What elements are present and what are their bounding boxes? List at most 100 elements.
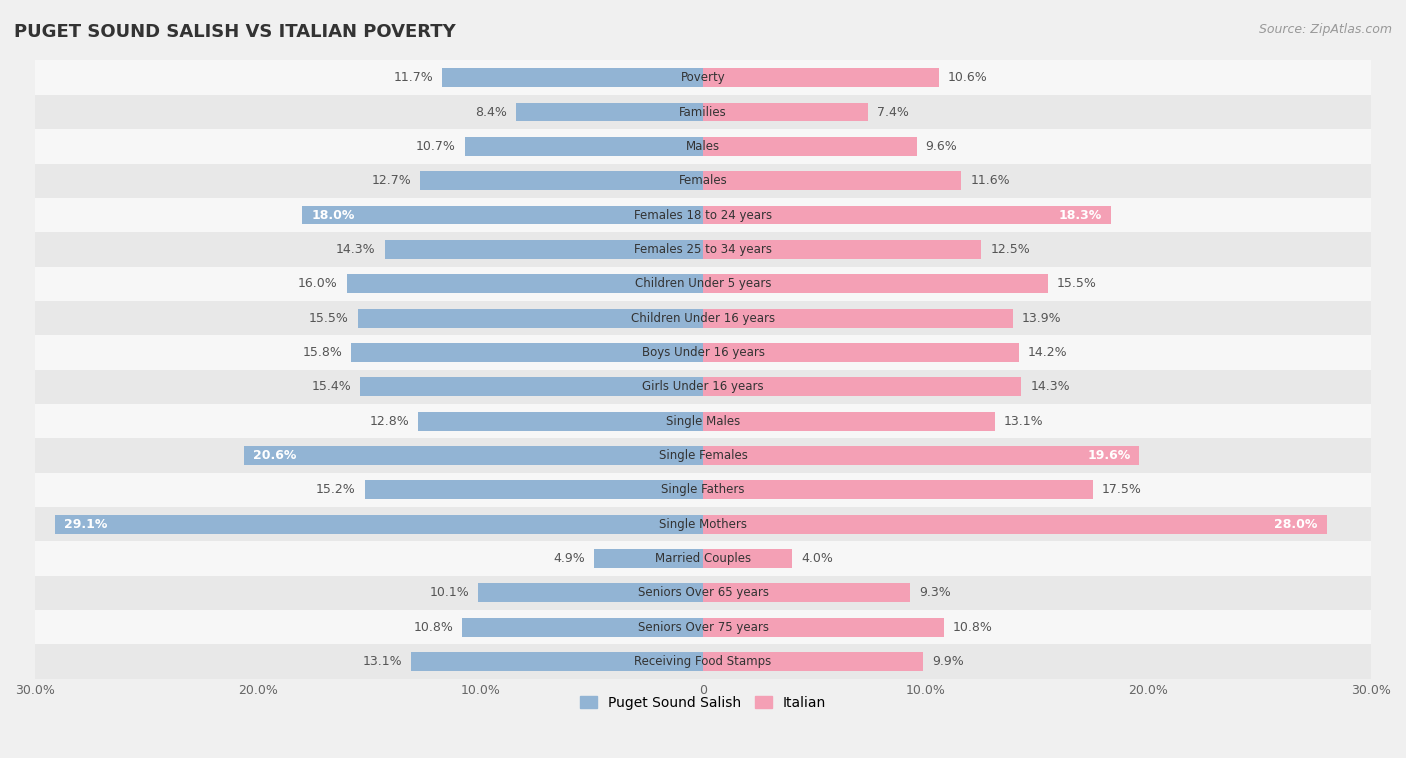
Bar [35,164,1371,198]
Text: PUGET SOUND SALISH VS ITALIAN POVERTY: PUGET SOUND SALISH VS ITALIAN POVERTY [14,23,456,41]
Text: 20.6%: 20.6% [253,449,297,462]
Text: Females 25 to 34 years: Females 25 to 34 years [634,243,772,256]
Bar [245,446,703,465]
Bar [35,404,1371,438]
Text: 15.5%: 15.5% [1057,277,1097,290]
Text: 9.6%: 9.6% [925,140,957,153]
Bar [703,618,943,637]
Bar [703,205,1111,224]
Text: 4.9%: 4.9% [553,552,585,565]
Bar [35,232,1371,267]
Bar [465,137,703,156]
Bar [516,102,703,121]
Bar [364,481,703,500]
Legend: Puget Sound Salish, Italian: Puget Sound Salish, Italian [575,690,831,715]
Bar [412,652,703,671]
Text: 7.4%: 7.4% [877,105,908,118]
Bar [35,541,1371,576]
Text: Children Under 5 years: Children Under 5 years [634,277,772,290]
Bar [418,412,703,431]
Bar [703,309,1012,327]
Bar [703,102,868,121]
Text: 4.0%: 4.0% [801,552,832,565]
Bar [478,584,703,603]
Text: 9.9%: 9.9% [932,655,965,668]
Bar [703,68,939,87]
Bar [703,584,910,603]
Text: 12.8%: 12.8% [370,415,409,428]
Text: 18.3%: 18.3% [1059,208,1102,221]
Text: Receiving Food Stamps: Receiving Food Stamps [634,655,772,668]
Bar [703,137,917,156]
Text: Families: Families [679,105,727,118]
Bar [703,515,1326,534]
Text: 18.0%: 18.0% [311,208,354,221]
Text: 16.0%: 16.0% [298,277,337,290]
Bar [35,198,1371,232]
Text: 12.5%: 12.5% [990,243,1031,256]
Bar [703,274,1047,293]
Text: 8.4%: 8.4% [475,105,508,118]
Text: 10.7%: 10.7% [416,140,456,153]
Text: Single Mothers: Single Mothers [659,518,747,531]
Bar [35,610,1371,644]
Bar [35,507,1371,541]
Bar [35,473,1371,507]
Bar [703,171,962,190]
Text: 28.0%: 28.0% [1274,518,1317,531]
Text: Children Under 16 years: Children Under 16 years [631,312,775,324]
Bar [359,309,703,327]
Text: 11.6%: 11.6% [970,174,1010,187]
Text: Females 18 to 24 years: Females 18 to 24 years [634,208,772,221]
Text: Boys Under 16 years: Boys Under 16 years [641,346,765,359]
Bar [443,68,703,87]
Text: Seniors Over 75 years: Seniors Over 75 years [637,621,769,634]
Text: Poverty: Poverty [681,71,725,84]
Text: Single Fathers: Single Fathers [661,484,745,496]
Text: Single Males: Single Males [666,415,740,428]
Text: 11.7%: 11.7% [394,71,433,84]
Text: 14.3%: 14.3% [336,243,375,256]
Bar [35,61,1371,95]
Text: 15.5%: 15.5% [309,312,349,324]
Text: 14.2%: 14.2% [1028,346,1067,359]
Text: 15.2%: 15.2% [316,484,356,496]
Bar [385,240,703,258]
Bar [35,576,1371,610]
Bar [703,549,792,568]
Text: Girls Under 16 years: Girls Under 16 years [643,381,763,393]
Text: 13.1%: 13.1% [363,655,402,668]
Text: 19.6%: 19.6% [1087,449,1130,462]
Text: 29.1%: 29.1% [63,518,107,531]
Bar [35,267,1371,301]
Bar [55,515,703,534]
Bar [35,438,1371,473]
Bar [35,301,1371,335]
Text: 14.3%: 14.3% [1031,381,1070,393]
Text: Single Females: Single Females [658,449,748,462]
Text: 13.9%: 13.9% [1021,312,1062,324]
Text: 15.8%: 15.8% [302,346,342,359]
Bar [593,549,703,568]
Bar [35,370,1371,404]
Text: 10.1%: 10.1% [429,587,470,600]
Bar [703,377,1021,396]
Text: Source: ZipAtlas.com: Source: ZipAtlas.com [1258,23,1392,36]
Text: 13.1%: 13.1% [1004,415,1043,428]
Bar [352,343,703,362]
Bar [463,618,703,637]
Bar [703,446,1139,465]
Bar [35,129,1371,164]
Bar [360,377,703,396]
Text: 17.5%: 17.5% [1102,484,1142,496]
Text: Females: Females [679,174,727,187]
Bar [35,335,1371,370]
Bar [302,205,703,224]
Text: Seniors Over 65 years: Seniors Over 65 years [637,587,769,600]
Bar [703,412,994,431]
Text: Married Couples: Married Couples [655,552,751,565]
Bar [35,644,1371,678]
Text: 15.4%: 15.4% [311,381,352,393]
Text: 10.8%: 10.8% [952,621,993,634]
Bar [35,95,1371,129]
